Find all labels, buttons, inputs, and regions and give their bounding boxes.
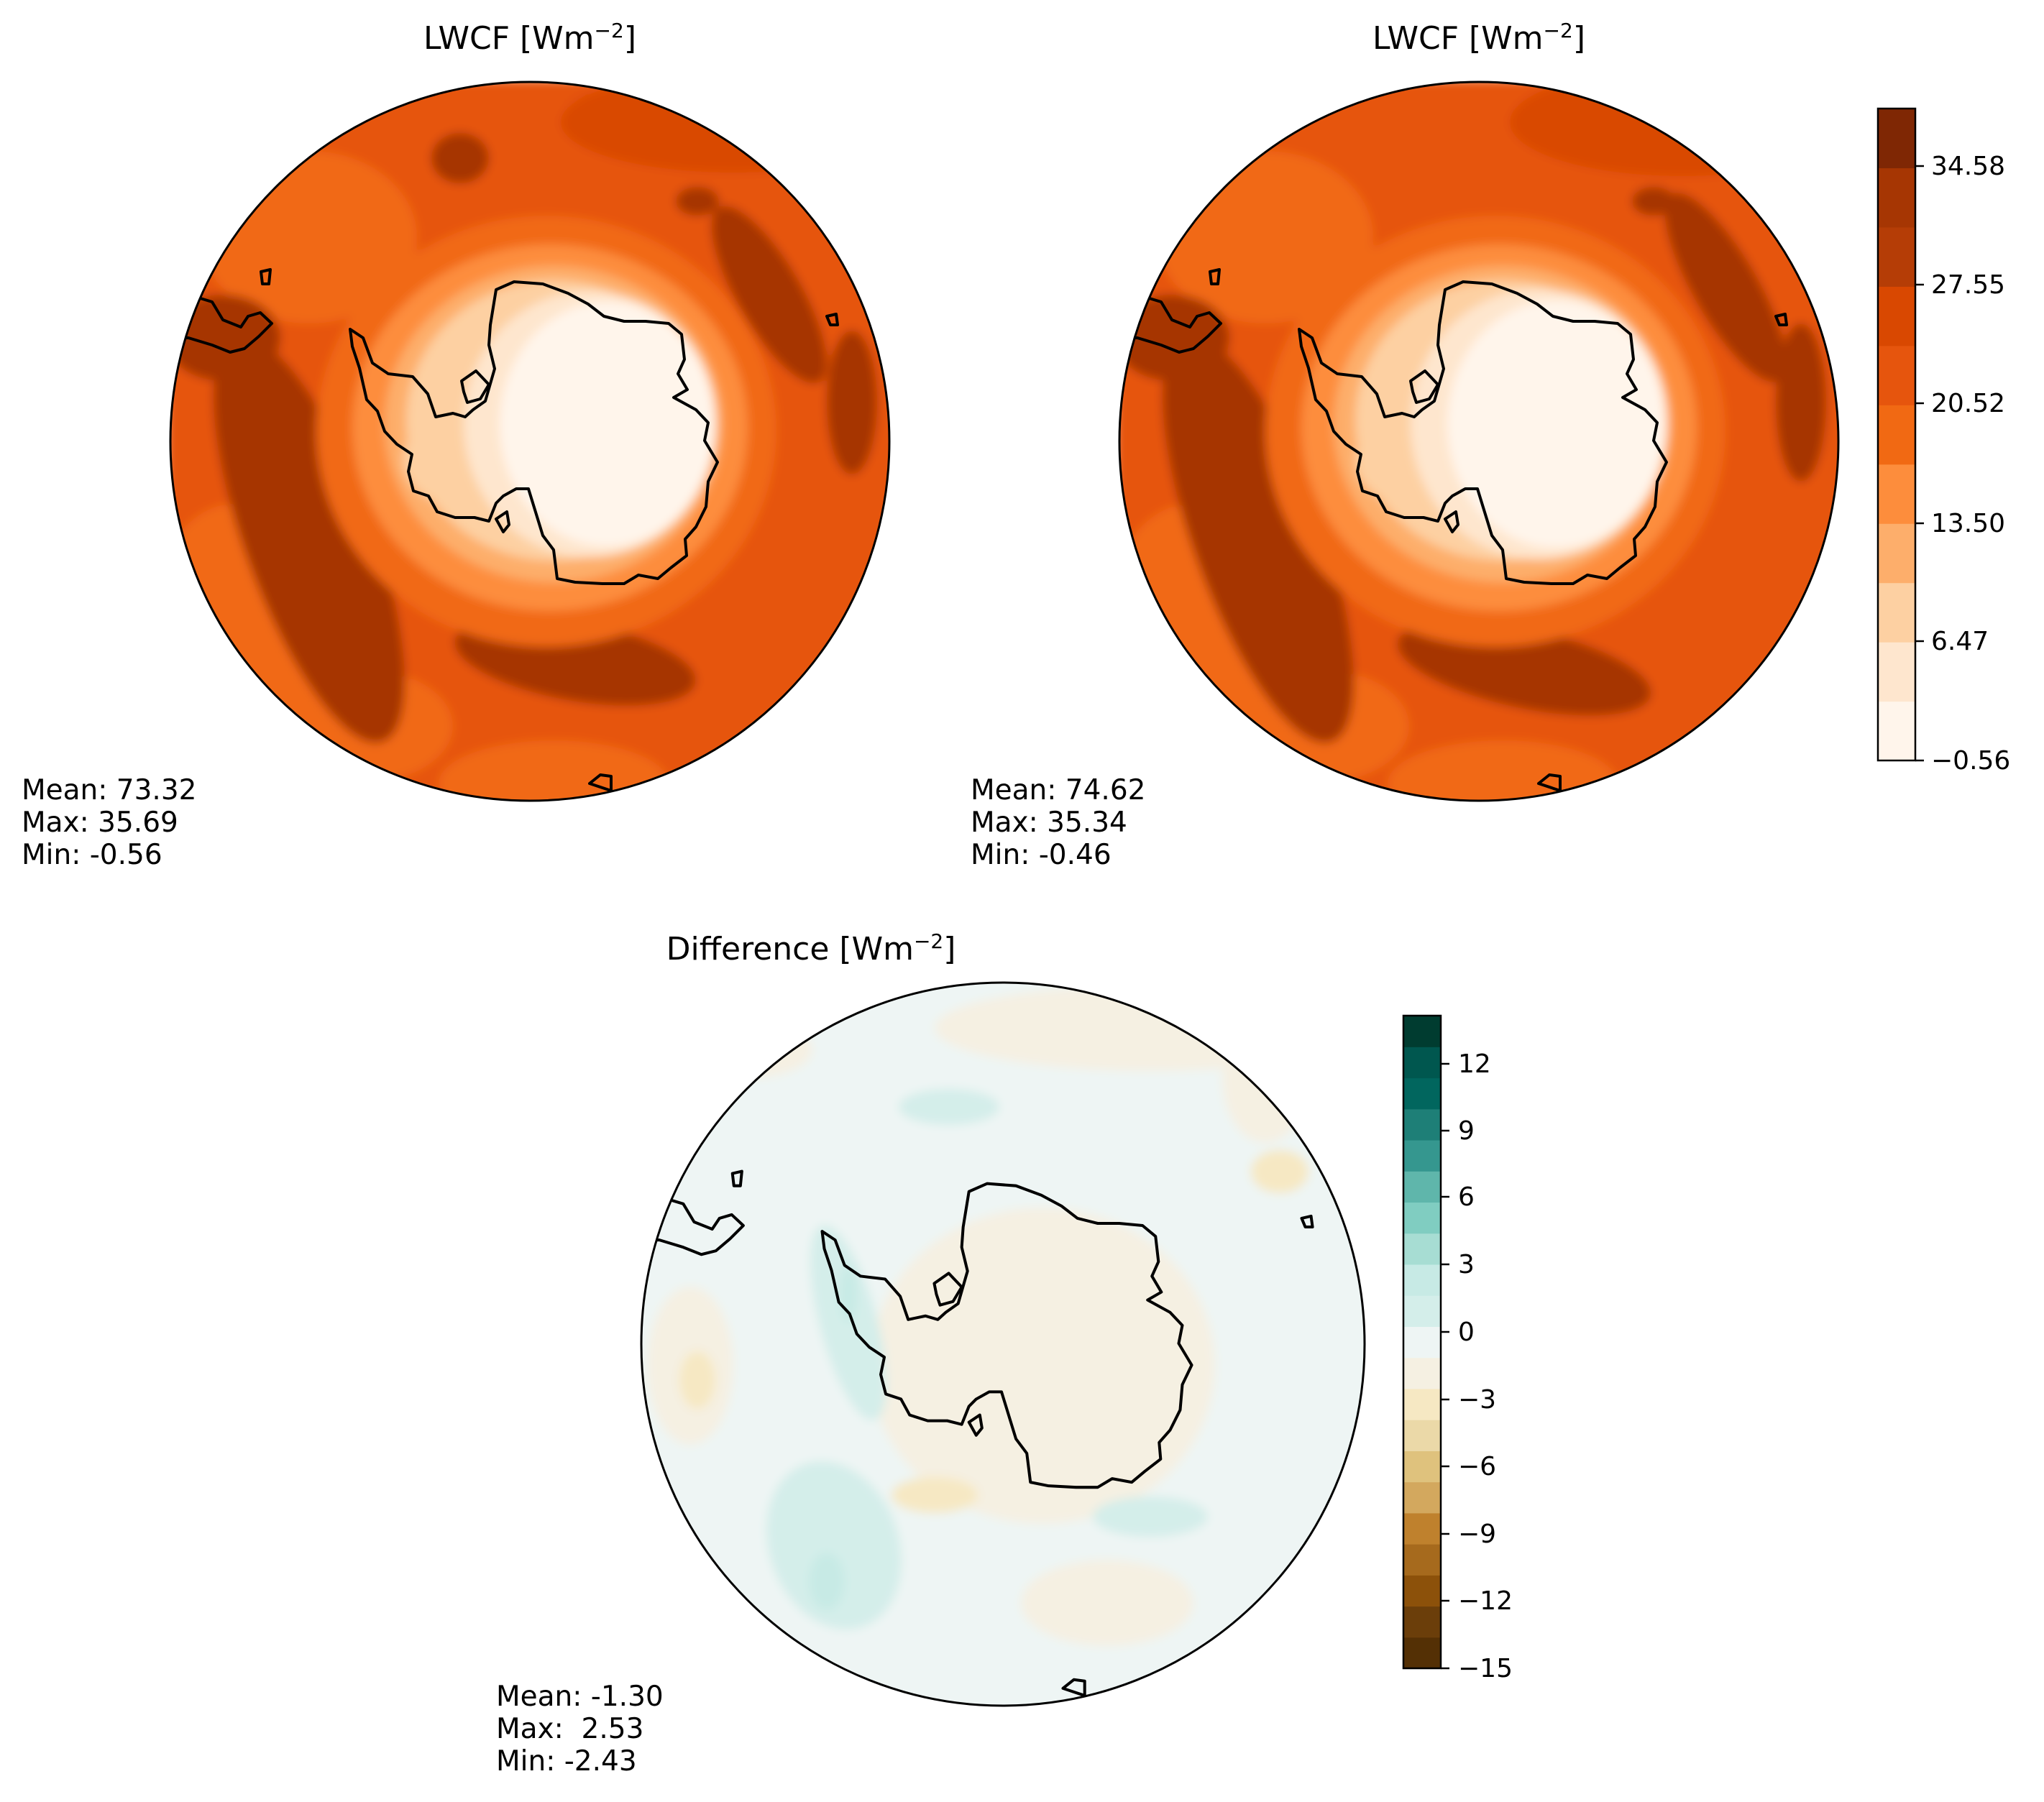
colorbar-band xyxy=(1403,1139,1441,1172)
colorbar-band xyxy=(1403,1171,1441,1203)
colorbar-band xyxy=(1878,464,1915,524)
colorbar-band xyxy=(1403,1357,1441,1389)
colorbar-band xyxy=(1878,642,1915,702)
colorbar-band xyxy=(1878,109,1915,169)
panel-title: Difference [Wm−2] xyxy=(666,929,956,968)
colorbar-tick-label: 13.50 xyxy=(1931,509,2005,538)
colorbar-band xyxy=(1403,1420,1441,1451)
coastlines xyxy=(641,1169,1314,1697)
colorbar-band xyxy=(1403,1544,1441,1576)
coastlines xyxy=(170,268,839,792)
stat-mean: Mean: 73.32 xyxy=(22,774,196,806)
colorbar-tick-label: −12 xyxy=(1458,1586,1513,1616)
colorbar-ticks: 34.58 27.55 20.52 13.50 6.47 −0.56 xyxy=(1915,152,2010,776)
colorbar-band xyxy=(1403,1295,1441,1327)
colorbar-band xyxy=(1403,1575,1441,1607)
panel-test: LWCF [Wm−2] xyxy=(22,19,891,871)
colorbar-band xyxy=(1403,1077,1441,1110)
colorbar-band xyxy=(1878,523,1915,584)
colorbar-band xyxy=(1403,1637,1441,1669)
panel-reference: LWCF [Wm−2] xyxy=(971,19,2010,872)
colorbar-band xyxy=(1878,167,1915,228)
stat-max: Max: 2.53 xyxy=(496,1713,643,1745)
colorbar-band xyxy=(1878,582,1915,643)
colorbar-bands xyxy=(1878,109,1915,761)
colorbar-tick-label: 0 xyxy=(1458,1318,1475,1347)
lwcf-fill-bands xyxy=(1119,82,1838,801)
colorbar-band xyxy=(1403,1233,1441,1265)
stat-min: Min: -0.56 xyxy=(22,839,162,871)
stat-mean: Mean: -1.30 xyxy=(496,1681,664,1713)
colorbar-ticks: 12 9 6 3 0 −3 −6 −9 −12 −15 xyxy=(1441,1049,1513,1683)
colorbar-lwcf: 34.58 27.55 20.52 13.50 6.47 −0.56 xyxy=(1876,107,2010,776)
lwcf-fill-bands xyxy=(170,82,889,801)
colorbar-band xyxy=(1878,286,1915,346)
panel-title: LWCF [Wm−2] xyxy=(423,19,636,58)
colorbar-band xyxy=(1403,1016,1441,1047)
colorbar-band xyxy=(1403,1388,1441,1420)
colorbar-tick-label: −9 xyxy=(1458,1520,1496,1549)
colorbar-tick-label: 27.55 xyxy=(1931,270,2005,300)
colorbar-band xyxy=(1403,1326,1441,1359)
colorbar-band xyxy=(1878,405,1915,465)
panel-title: LWCF [Wm−2] xyxy=(1372,19,1585,58)
difference-contour-map xyxy=(641,983,1365,1706)
colorbar-tick-label: 6 xyxy=(1458,1182,1475,1212)
colorbar-band xyxy=(1403,1512,1441,1545)
colorbar-tick-label: 34.58 xyxy=(1931,152,2005,181)
panel-difference: Difference [Wm−2] xyxy=(496,929,1513,1778)
colorbar-band xyxy=(1878,345,1915,405)
stat-mean: Mean: 74.62 xyxy=(971,774,1145,806)
colorbar-tick-label: 9 xyxy=(1458,1116,1475,1146)
colorbar-tick-label: 3 xyxy=(1458,1250,1475,1279)
colorbar-frame xyxy=(1876,107,1917,762)
colorbar-tick-label: −0.56 xyxy=(1931,746,2010,776)
colorbar-band xyxy=(1403,1108,1441,1141)
colorbar-band xyxy=(1878,701,1915,761)
stat-min: Min: -2.43 xyxy=(496,1745,637,1778)
lwcf-contour-map xyxy=(1119,82,1838,801)
coastlines xyxy=(1119,268,1788,792)
colorbar-band xyxy=(1403,1481,1441,1514)
colorbar-band xyxy=(1403,1606,1441,1638)
colorbar-band xyxy=(1403,1264,1441,1296)
stat-max: Max: 35.69 xyxy=(22,806,178,839)
colorbar-difference: 12 9 6 3 0 −3 −6 −9 −12 −15 xyxy=(1402,1014,1513,1683)
stat-max: Max: 35.34 xyxy=(971,806,1127,839)
map-boundary xyxy=(169,81,891,802)
colorbar-tick-label: 20.52 xyxy=(1931,389,2005,418)
colorbar-band xyxy=(1403,1047,1441,1079)
colorbar-bands xyxy=(1403,1016,1441,1669)
difference-fill-bands xyxy=(641,983,1365,1706)
map-boundary xyxy=(640,981,1366,1707)
colorbar-frame xyxy=(1402,1014,1442,1670)
colorbar-band xyxy=(1403,1202,1441,1234)
lwcf-contour-map xyxy=(170,82,889,801)
colorbar-tick-label: −15 xyxy=(1458,1654,1513,1683)
map-boundary xyxy=(1118,81,1840,802)
colorbar-band xyxy=(1878,226,1915,287)
colorbar-tick-label: −6 xyxy=(1458,1452,1496,1481)
colorbar-tick-label: −3 xyxy=(1458,1385,1496,1415)
colorbar-band xyxy=(1403,1451,1441,1483)
stat-min: Min: -0.46 xyxy=(971,839,1112,871)
colorbar-tick-label: 6.47 xyxy=(1931,627,1989,656)
colorbar-tick-label: 12 xyxy=(1458,1049,1491,1079)
